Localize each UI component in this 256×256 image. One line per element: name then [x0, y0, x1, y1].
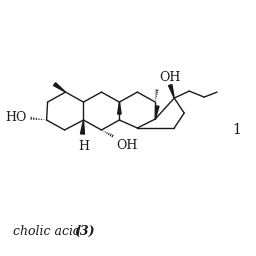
Polygon shape [155, 106, 159, 119]
Text: (3): (3) [74, 225, 95, 238]
Text: H: H [78, 140, 89, 153]
Polygon shape [168, 84, 174, 98]
Text: HO: HO [5, 111, 27, 124]
Text: OH: OH [116, 139, 138, 152]
Polygon shape [54, 83, 66, 92]
Text: 1: 1 [232, 123, 241, 137]
Polygon shape [80, 120, 84, 134]
Polygon shape [118, 102, 121, 114]
Text: cholic acid: cholic acid [13, 225, 85, 238]
Text: OH: OH [159, 71, 181, 84]
